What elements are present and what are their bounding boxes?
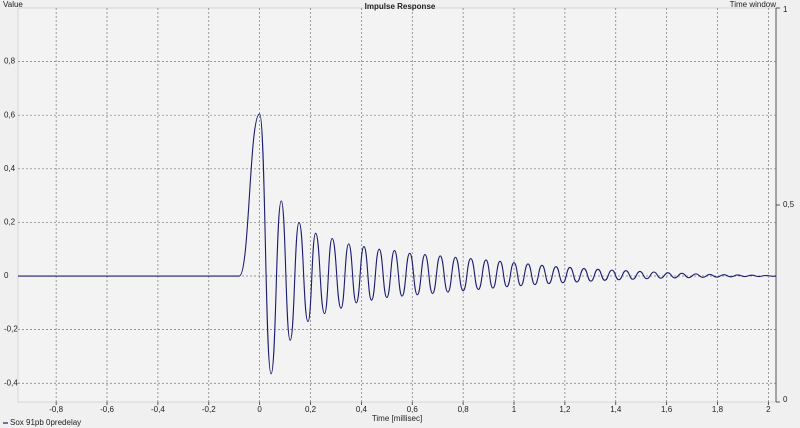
x-tick-label: -0,2 (202, 405, 216, 414)
x-axis-label: Time [millisec] (372, 414, 422, 423)
x-tick-label: 0,2 (305, 405, 317, 414)
x-tick-label: 0,6 (407, 405, 419, 414)
x-tick-label: 2 (766, 405, 771, 414)
plot-area (17, 7, 777, 403)
y-tick-label: 0,6 (4, 110, 16, 119)
x-tick-label: 1,4 (610, 405, 622, 414)
y-tick-label: 0,2 (4, 218, 16, 227)
y-tick-label: 0,8 (4, 57, 16, 66)
x-tick-label: -0,4 (151, 405, 165, 414)
y-tick-label: -0,2 (4, 325, 18, 334)
chart-title: Impulse Response (365, 2, 436, 11)
y-axis-label: Value (3, 0, 23, 9)
x-tick-label: 1 (512, 405, 517, 414)
y-tick-label: 0 (4, 271, 9, 280)
x-tick-label: 0 (257, 405, 262, 414)
y-tick-label: 0,4 (4, 164, 16, 173)
y-tick-label: -0,4 (4, 378, 18, 387)
y2-axis-label: Time window (730, 0, 777, 9)
x-tick-label: 1,2 (559, 405, 571, 414)
x-tick-label: 1,8 (712, 405, 724, 414)
data-line (17, 113, 777, 375)
y2-tick-label: 0,5 (783, 200, 795, 209)
x-tick-label: -0,8 (49, 405, 63, 414)
y2-tick-label: 1 (783, 5, 788, 14)
legend-label: Sox 91pb 0predelay (10, 418, 81, 427)
x-tick-label: 0,4 (356, 405, 368, 414)
y2-tick-label: 0 (783, 395, 788, 404)
x-tick-label: 1,6 (661, 405, 673, 414)
x-tick-label: -0,6 (100, 405, 114, 414)
x-tick-label: 0,8 (458, 405, 470, 414)
